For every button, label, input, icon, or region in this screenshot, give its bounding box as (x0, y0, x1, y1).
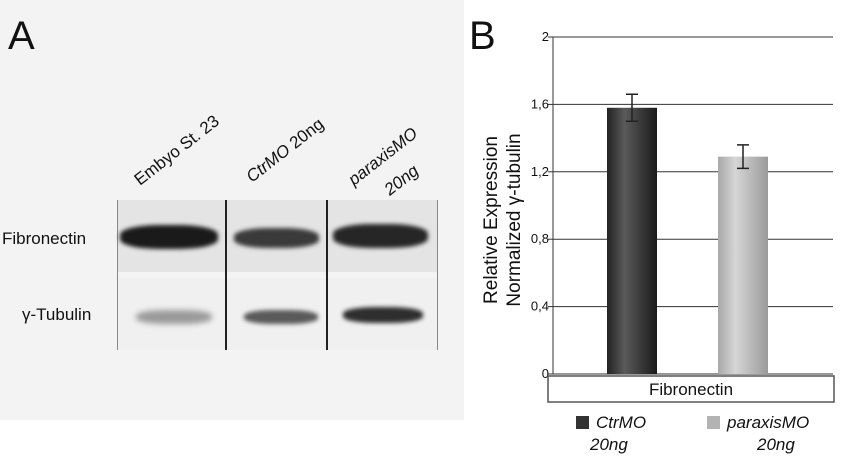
legend-swatch-ctrmo (576, 416, 589, 429)
panel-b-letter: B (469, 14, 496, 58)
error-bar-paraxismo (737, 144, 749, 170)
y-axis-label-line1: Relative Expression (481, 136, 502, 304)
y-tick-label: 1,6 (531, 96, 549, 111)
y-tick-label: 0,8 (531, 231, 549, 246)
blot-right-edge (437, 200, 438, 350)
legend-label-ctrmo-line2: 20ng (589, 435, 628, 454)
lane-divider-1 (225, 200, 227, 350)
band-fibronectin-embryo (120, 225, 218, 249)
row-label-gamma-tubulin: γ-Tubulin (22, 305, 92, 324)
legend-label-ctrmo-line1: CtrMO (596, 413, 646, 432)
y-tick-label: 0 (542, 366, 549, 381)
category-box (547, 375, 835, 403)
lane-divider-2 (326, 200, 328, 350)
band-tubulin-embryo (136, 310, 212, 324)
band-tubulin-paraxismo (343, 307, 423, 323)
band-fibronectin-ctrmo (234, 228, 319, 248)
panel-a-letter: A (8, 14, 35, 58)
category-label: Fibronectin (649, 380, 733, 399)
legend-label-paraxismo-line2: 20ng (756, 435, 795, 454)
y-axis-label-line2: Normalized γ-tubulin (504, 133, 525, 306)
legend-label-paraxismo-line1: paraxisMO (726, 413, 809, 432)
row-label-fibronectin: Fibronectin (2, 229, 87, 248)
bar-paraxismo (718, 156, 768, 374)
band-fibronectin-paraxismo (333, 224, 428, 248)
band-tubulin-ctrmo (244, 310, 318, 324)
y-tick-label: 1,2 (531, 164, 549, 179)
error-bar-ctrmo (626, 93, 638, 122)
y-tick-label: 2 (542, 29, 549, 44)
bar-ctrmo (607, 107, 657, 375)
blot-left-edge (117, 200, 118, 350)
legend-swatch-paraxismo (707, 416, 720, 429)
panel-a-western-blot: A Embyo St. 23 CtrMO 20ng paraxisMO 20ng… (0, 0, 464, 420)
y-tick-label: 0,4 (531, 299, 549, 314)
